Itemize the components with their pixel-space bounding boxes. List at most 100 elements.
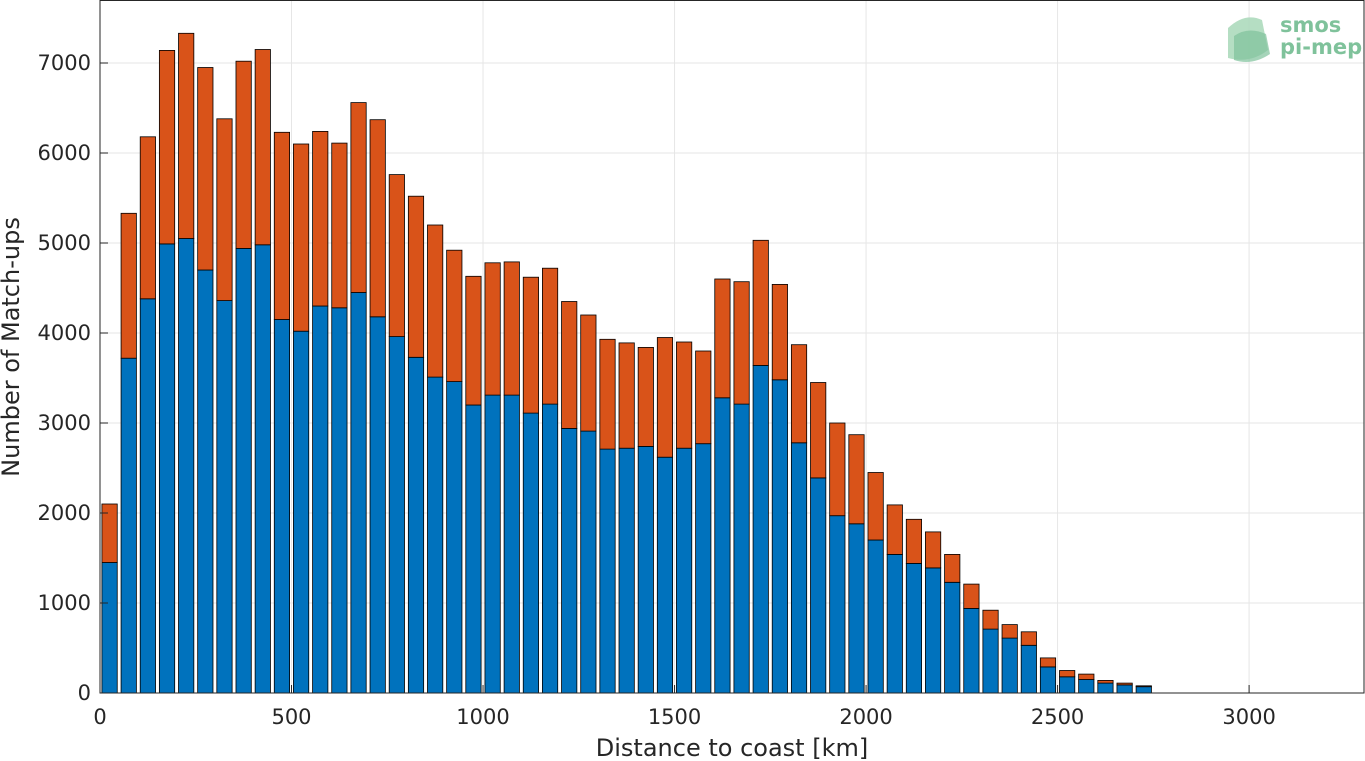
x-tick-label: 3000 [1222,705,1275,729]
bar-series-1 [695,443,712,694]
bar-series-2 [733,281,750,405]
bar-series-2 [1039,657,1057,668]
bar-series-2 [695,350,712,445]
logo-wave-icon [1234,30,1270,62]
bar-series-1 [733,403,750,694]
bar-series-2 [905,518,923,564]
x-tick-label: 1000 [456,705,509,729]
x-tick-label: 2500 [1031,705,1084,729]
bar-series-1 [905,563,923,694]
y-tick-label: 6000 [38,141,91,165]
bar-series-1 [1116,684,1133,694]
bar-series-2 [656,337,674,458]
bar-series-2 [867,472,884,541]
bar-series-2 [158,50,176,245]
x-axis-ticks: 0 500 1000 1500 2000 2500 3000 [93,685,1276,729]
y-tick-label: 0 [78,681,91,705]
bar-series-2 [216,118,233,302]
bar-series-2 [369,119,386,318]
bar-series-1 [158,243,176,694]
bar-series-2 [197,67,214,271]
bar-series-2 [561,301,578,429]
plot-background [100,0,1364,693]
bar-series-2 [427,224,444,378]
bar-series-2 [388,174,405,338]
bar-series-2 [407,195,425,358]
y-tick-label: 1000 [38,591,91,615]
bar-series-1 [293,330,310,694]
bar-series-1 [484,394,501,694]
bar-series-2 [1116,682,1133,686]
logo-text-pi-mep: pi-mep [1280,35,1362,59]
x-tick-label: 0 [93,705,106,729]
bar-series-2 [963,583,980,609]
bar-series-2 [522,276,539,414]
bar-series-2 [676,341,693,449]
bar-series-1 [656,456,674,694]
bar-series-2 [446,249,463,382]
plot-frame [99,0,1365,694]
bar-series-2 [848,434,865,525]
bar-series-1 [599,448,616,694]
bar-series-2 [1001,624,1018,639]
bar-series-2 [350,102,367,293]
bar-series-1 [771,379,788,694]
bars-group [101,32,1152,694]
bar-series-2 [101,503,118,563]
bar-series-2 [542,267,559,405]
bar-series-2 [925,531,942,569]
bar-series-1 [503,394,520,694]
bar-series-2 [235,60,252,249]
bar-series-2 [1097,680,1114,684]
bar-series-1 [1039,666,1057,694]
bar-series-1 [637,445,654,694]
bar-series-1 [714,397,731,694]
bar-series-1 [216,300,233,694]
bar-series-2 [637,346,654,447]
bar-series-1 [350,292,367,694]
bar-series-1 [139,298,156,694]
bar-series-2 [331,142,348,309]
smos-pi-mep-logo: smos pi-mep [1228,13,1362,62]
bar-series-2 [503,261,520,396]
y-axis-ticks: 0 1000 2000 3000 4000 5000 6000 7000 [38,51,108,705]
bar-series-1 [867,539,884,694]
bar-series-2 [484,262,501,396]
bar-series-1 [388,336,405,694]
x-tick-label: 1500 [648,705,701,729]
bar-series-2 [829,422,846,517]
bar-series-1 [848,523,865,694]
bar-series-1 [465,404,482,694]
bar-series-2 [178,32,195,239]
y-tick-label: 4000 [38,321,91,345]
bar-series-1 [522,412,539,694]
bar-series-1 [197,269,214,694]
bar-series-1 [542,403,559,694]
bar-series-2 [465,275,482,406]
bar-series-2 [580,314,597,432]
bar-series-1 [925,567,942,694]
bar-series-2 [293,143,310,332]
bar-series-2 [1078,673,1095,680]
bar-series-1 [790,442,808,694]
bar-series-2 [599,338,616,450]
bar-series-2 [1020,631,1037,646]
x-axis-label: Distance to coast [km] [596,734,868,761]
bar-series-2 [752,239,769,366]
bar-series-1 [676,447,693,694]
bar-series-1 [101,562,118,694]
bar-series-2 [273,131,290,320]
bar-series-1 [1078,679,1095,694]
y-tick-label: 7000 [38,51,91,75]
bar-series-1 [369,316,386,694]
bar-series-1 [331,307,348,694]
bar-series-1 [1020,644,1037,694]
bar-series-2 [810,382,827,479]
bar-series-1 [618,447,635,694]
bar-series-2 [312,130,329,307]
bar-series-1 [427,376,444,694]
bar-series-2 [1059,670,1076,678]
bar-series-1 [829,515,846,694]
y-tick-label: 5000 [38,231,91,255]
